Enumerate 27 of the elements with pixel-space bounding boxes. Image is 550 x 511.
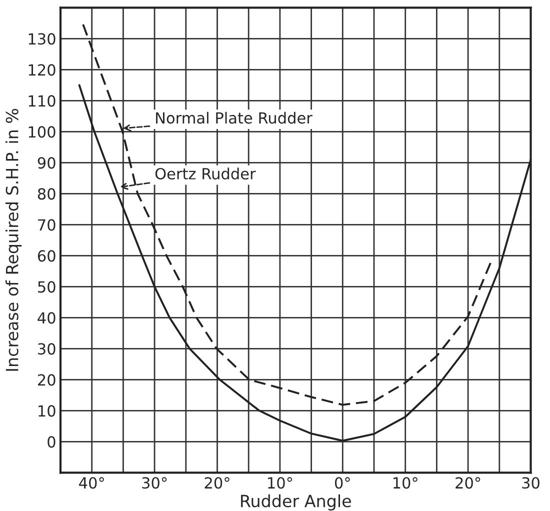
x-tick-label: 20° [456,477,480,489]
x-tick-label: 20° [204,477,230,489]
y-tick-label: 20 [38,374,56,386]
line-series [82,23,493,406]
x-tick-label: 10° [393,477,418,489]
x-tick-label: 0° [334,477,350,489]
y-tick-label: 30 [38,343,56,355]
y-tick-label: 130 [28,33,56,45]
y-tick-label: 90 [38,157,56,169]
y-tick-label: 50 [38,281,56,293]
y-axis-title: Increase of Required S.H.P. in % [5,108,22,371]
x-axis-title: Rudder Angle [241,494,351,511]
y-tick-label: 110 [28,95,56,107]
y-tick-label: 100 [28,126,56,138]
y-tick-label: 70 [38,219,56,231]
x-tick-label: 30° [142,477,167,489]
x-tick-label: 30 [522,477,540,489]
x-tick-label: 10° [268,477,292,489]
x-tick-label: 40° [79,477,104,489]
y-tick-label: 0 [48,436,56,448]
y-tick-label: 40 [38,312,56,324]
y-tick-label: 60 [38,250,56,262]
y-tick-label: 120 [28,64,56,76]
y-tick-label: 10 [38,405,56,417]
annotation: Normal Plate Rudder [156,112,312,124]
y-tick-label: 80 [38,188,56,200]
annotation: Oertz Rudder [155,168,256,180]
